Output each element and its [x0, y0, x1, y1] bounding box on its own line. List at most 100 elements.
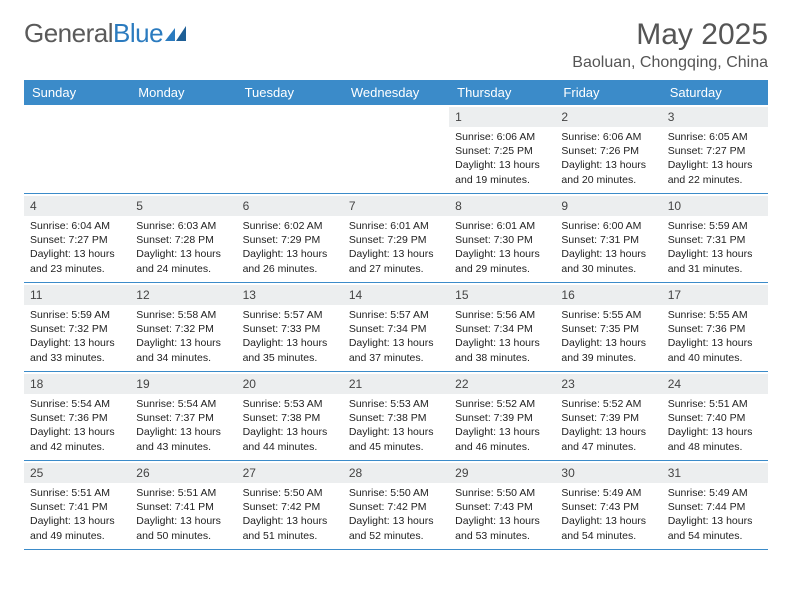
location: Baoluan, Chongqing, China: [572, 54, 768, 72]
day-number: 25: [24, 463, 130, 483]
day-info: Sunrise: 6:03 AMSunset: 7:28 PMDaylight:…: [136, 219, 230, 276]
sunset-text: Sunset: 7:34 PM: [455, 322, 549, 336]
sunrise-text: Sunrise: 6:03 AM: [136, 219, 230, 233]
daylight-text: Daylight: 13 hours and 27 minutes.: [349, 247, 443, 275]
day-number: 13: [237, 285, 343, 305]
sunset-text: Sunset: 7:37 PM: [136, 411, 230, 425]
week-row: 4Sunrise: 6:04 AMSunset: 7:27 PMDaylight…: [24, 194, 768, 283]
day-number: 5: [130, 196, 236, 216]
day-info: Sunrise: 5:59 AMSunset: 7:32 PMDaylight:…: [30, 308, 124, 365]
sunrise-text: Sunrise: 5:59 AM: [30, 308, 124, 322]
sunrise-text: Sunrise: 5:56 AM: [455, 308, 549, 322]
logo-text-part1: General: [24, 18, 113, 48]
day-header-sat: Saturday: [662, 80, 768, 105]
daylight-text: Daylight: 13 hours and 54 minutes.: [668, 514, 762, 542]
day-number: 28: [343, 463, 449, 483]
day-cell: 1 Sunrise: 6:06 AMSunset: 7:25 PMDaylight…: [449, 105, 555, 193]
daylight-text: Daylight: 13 hours and 54 minutes.: [561, 514, 655, 542]
day-cell: 30Sunrise: 5:49 AMSunset: 7:43 PMDayligh…: [555, 461, 661, 549]
day-cell: 26Sunrise: 5:51 AMSunset: 7:41 PMDayligh…: [130, 461, 236, 549]
sunset-text: Sunset: 7:42 PM: [349, 500, 443, 514]
sunrise-text: Sunrise: 5:52 AM: [561, 397, 655, 411]
day-number: 18: [24, 374, 130, 394]
logo: GeneralBlue: [24, 18, 187, 49]
sunset-text: Sunset: 7:26 PM: [561, 144, 655, 158]
day-number: [130, 107, 236, 113]
day-info: Sunrise: 6:02 AMSunset: 7:29 PMDaylight:…: [243, 219, 337, 276]
day-info: Sunrise: 5:52 AMSunset: 7:39 PMDaylight:…: [561, 397, 655, 454]
day-cell: 27 Sunrise: 5:50 AMSunset: 7:42 PMDayligh…: [237, 461, 343, 549]
day-info: Sunrise: 5:54 AMSunset: 7:36 PMDaylight:…: [30, 397, 124, 454]
day-number: 1: [449, 107, 555, 127]
sunrise-text: Sunrise: 5:55 AM: [668, 308, 762, 322]
header: GeneralBlue May 2025 Baoluan, Chongqing,…: [24, 18, 768, 72]
weeks-container: 1 Sunrise: 6:06 AMSunset: 7:25 PMDaylight…: [24, 105, 768, 550]
sunrise-text: Sunrise: 5:50 AM: [243, 486, 337, 500]
daylight-text: Daylight: 13 hours and 24 minutes.: [136, 247, 230, 275]
day-number: 7: [343, 196, 449, 216]
sunrise-text: Sunrise: 6:00 AM: [561, 219, 655, 233]
day-cell: 25Sunrise: 5:51 AMSunset: 7:41 PMDayligh…: [24, 461, 130, 549]
day-header-sun: Sunday: [24, 80, 130, 105]
day-number: 6: [237, 196, 343, 216]
daylight-text: Daylight: 13 hours and 31 minutes.: [668, 247, 762, 275]
logo-text-part2: Blue: [113, 18, 163, 48]
day-info: Sunrise: 5:50 AMSunset: 7:42 PMDaylight:…: [243, 486, 337, 543]
day-header-wed: Wednesday: [343, 80, 449, 105]
logo-sail-icon: [165, 26, 187, 42]
sunset-text: Sunset: 7:31 PM: [668, 233, 762, 247]
week-row: 18 Sunrise: 5:54 AMSunset: 7:36 PMDayligh…: [24, 372, 768, 461]
daylight-text: Daylight: 13 hours and 50 minutes.: [136, 514, 230, 542]
day-info: Sunrise: 5:55 AMSunset: 7:36 PMDaylight:…: [668, 308, 762, 365]
day-number: 27: [237, 463, 343, 483]
daylight-text: Daylight: 13 hours and 20 minutes.: [561, 158, 655, 186]
title-block: May 2025 Baoluan, Chongqing, China: [572, 18, 768, 72]
day-number: 9: [555, 196, 661, 216]
sunrise-text: Sunrise: 5:51 AM: [668, 397, 762, 411]
day-number: 12: [130, 285, 236, 305]
sunrise-text: Sunrise: 6:06 AM: [455, 130, 549, 144]
sunset-text: Sunset: 7:29 PM: [349, 233, 443, 247]
day-cell: 5 Sunrise: 6:03 AMSunset: 7:28 PMDaylight…: [130, 194, 236, 282]
logo-text: GeneralBlue: [24, 18, 163, 49]
daylight-text: Daylight: 13 hours and 43 minutes.: [136, 425, 230, 453]
day-header-mon: Monday: [130, 80, 236, 105]
daylight-text: Daylight: 13 hours and 44 minutes.: [243, 425, 337, 453]
sunrise-text: Sunrise: 5:50 AM: [349, 486, 443, 500]
sunrise-text: Sunrise: 6:01 AM: [349, 219, 443, 233]
sunset-text: Sunset: 7:40 PM: [668, 411, 762, 425]
sunset-text: Sunset: 7:31 PM: [561, 233, 655, 247]
daylight-text: Daylight: 13 hours and 48 minutes.: [668, 425, 762, 453]
daylight-text: Daylight: 13 hours and 39 minutes.: [561, 336, 655, 364]
week-row: 25Sunrise: 5:51 AMSunset: 7:41 PMDayligh…: [24, 461, 768, 550]
day-info: Sunrise: 5:55 AMSunset: 7:35 PMDaylight:…: [561, 308, 655, 365]
day-cell: [237, 105, 343, 193]
sunset-text: Sunset: 7:34 PM: [349, 322, 443, 336]
day-number: 4: [24, 196, 130, 216]
day-number: [343, 107, 449, 113]
sunset-text: Sunset: 7:43 PM: [455, 500, 549, 514]
daylight-text: Daylight: 13 hours and 33 minutes.: [30, 336, 124, 364]
day-info: Sunrise: 5:54 AMSunset: 7:37 PMDaylight:…: [136, 397, 230, 454]
sunrise-text: Sunrise: 5:57 AM: [349, 308, 443, 322]
day-header-thu: Thursday: [449, 80, 555, 105]
day-cell: 15Sunrise: 5:56 AMSunset: 7:34 PMDayligh…: [449, 283, 555, 371]
day-cell: 24Sunrise: 5:51 AMSunset: 7:40 PMDayligh…: [662, 372, 768, 460]
sunrise-text: Sunrise: 5:51 AM: [136, 486, 230, 500]
day-cell: 9Sunrise: 6:00 AMSunset: 7:31 PMDaylight…: [555, 194, 661, 282]
month-title: May 2025: [572, 18, 768, 52]
day-number: 15: [449, 285, 555, 305]
day-number: 29: [449, 463, 555, 483]
sunset-text: Sunset: 7:33 PM: [243, 322, 337, 336]
day-number: 23: [555, 374, 661, 394]
day-cell: 6 Sunrise: 6:02 AMSunset: 7:29 PMDaylight…: [237, 194, 343, 282]
day-info: Sunrise: 6:06 AMSunset: 7:25 PMDaylight:…: [455, 130, 549, 187]
sunrise-text: Sunrise: 5:58 AM: [136, 308, 230, 322]
sunrise-text: Sunrise: 6:02 AM: [243, 219, 337, 233]
day-cell: 2Sunrise: 6:06 AMSunset: 7:26 PMDaylight…: [555, 105, 661, 193]
day-cell: 14Sunrise: 5:57 AMSunset: 7:34 PMDayligh…: [343, 283, 449, 371]
daylight-text: Daylight: 13 hours and 37 minutes.: [349, 336, 443, 364]
daylight-text: Daylight: 13 hours and 19 minutes.: [455, 158, 549, 186]
day-cell: 29Sunrise: 5:50 AMSunset: 7:43 PMDayligh…: [449, 461, 555, 549]
sunset-text: Sunset: 7:36 PM: [30, 411, 124, 425]
